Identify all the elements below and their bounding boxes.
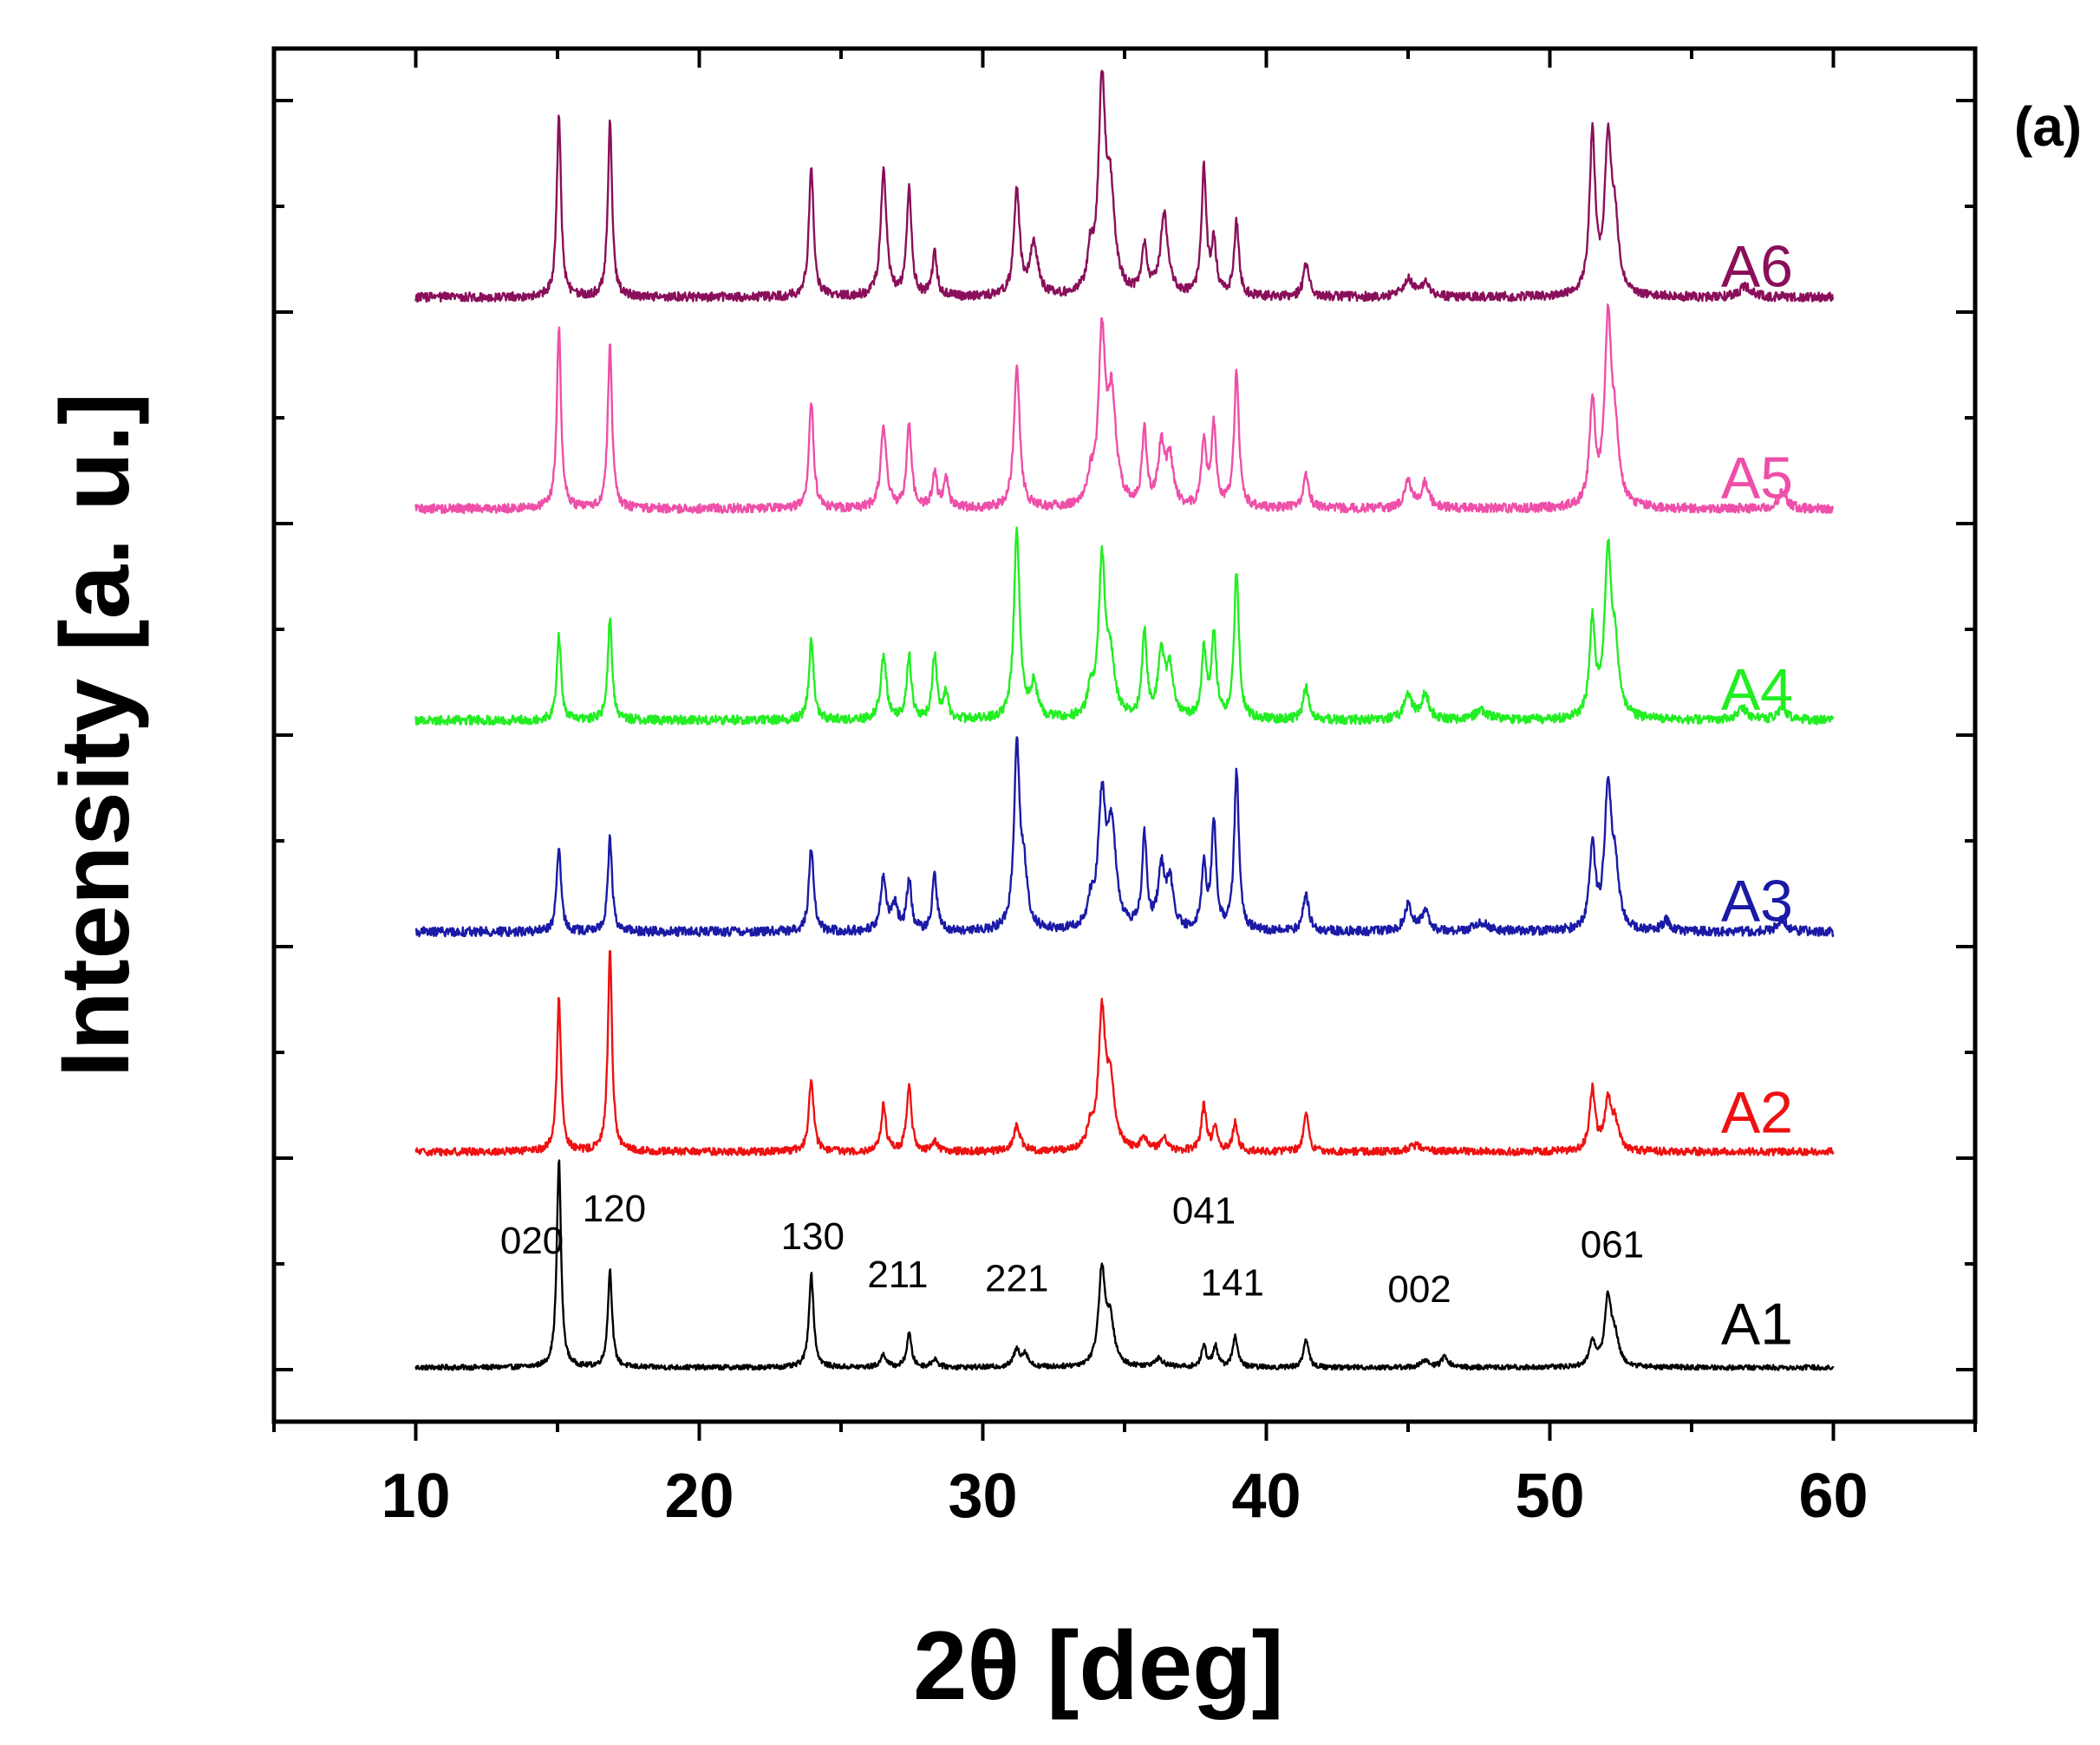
series-label-a3: A3 [1721, 868, 1793, 934]
y-axis-title: Intensity [a. u.] [41, 393, 149, 1078]
series-label-a5: A5 [1721, 445, 1793, 511]
peak-label-002: 002 [1387, 1268, 1451, 1311]
x-tick-label: 30 [948, 1462, 1017, 1531]
plot-frame [271, 46, 1978, 1424]
peak-label-041: 041 [1172, 1190, 1236, 1233]
series-line-a6 [414, 69, 1834, 303]
series-line-a5 [414, 303, 1835, 515]
series-label-a1: A1 [1721, 1291, 1793, 1357]
series-line-a3 [414, 736, 1835, 938]
series-layer [414, 69, 1835, 1371]
peak-label-061: 061 [1581, 1224, 1644, 1266]
peak-label-130: 130 [781, 1215, 845, 1258]
series-label-a4: A4 [1721, 656, 1793, 722]
series-label-a2: A2 [1721, 1079, 1793, 1145]
series-label-a6: A6 [1721, 233, 1793, 299]
peak-label-141: 141 [1201, 1262, 1264, 1305]
label-layer: 2θ [deg] Intensity [a. u.] (a) A1 A2 A3 A4 A5 A6… [41, 95, 2082, 1720]
x-tick-label: 10 [381, 1462, 450, 1531]
x-tick-label: 20 [664, 1462, 734, 1531]
peak-label-221: 221 [985, 1258, 1048, 1300]
series-line-a2 [414, 949, 1835, 1157]
x-tick-label: 40 [1231, 1462, 1301, 1531]
x-tick-label: 60 [1798, 1462, 1868, 1531]
panel-label: (a) [2014, 95, 2082, 158]
x-axis-title: 2θ [deg] [913, 1612, 1284, 1720]
x-tick-label: 50 [1515, 1462, 1584, 1531]
peak-label-020: 020 [500, 1220, 564, 1262]
series-line-a4 [414, 526, 1835, 726]
axis-layer: 10 20 30 40 50 60 [271, 46, 1978, 1531]
peak-label-120: 120 [583, 1188, 646, 1230]
series-line-a1 [414, 1159, 1835, 1371]
peak-label-211: 211 [867, 1253, 928, 1296]
